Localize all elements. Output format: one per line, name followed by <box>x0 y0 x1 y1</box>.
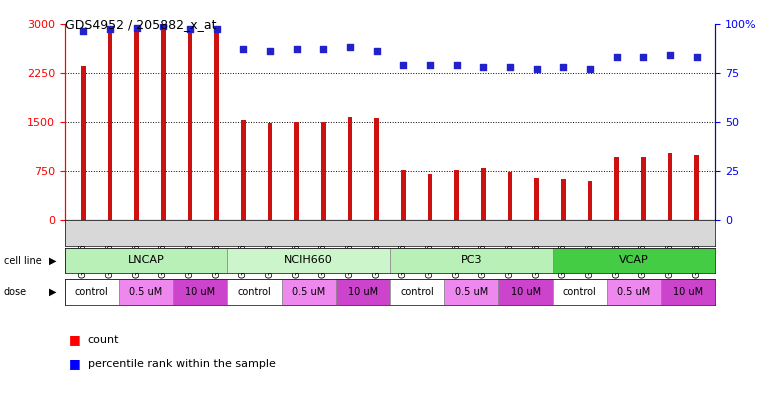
Text: 10 uM: 10 uM <box>511 287 540 297</box>
Bar <box>481 168 486 220</box>
Point <box>211 26 223 33</box>
Bar <box>552 279 607 305</box>
Text: PC3: PC3 <box>460 255 482 265</box>
Bar <box>534 178 539 220</box>
Bar <box>65 279 119 305</box>
Point <box>131 24 143 31</box>
Text: 10 uM: 10 uM <box>348 287 378 297</box>
Bar <box>188 29 193 220</box>
Text: ■: ■ <box>68 333 80 347</box>
Point <box>477 64 489 70</box>
Text: control: control <box>563 287 597 297</box>
Point <box>397 62 409 68</box>
Bar <box>607 279 661 305</box>
Bar <box>107 33 113 220</box>
Bar <box>561 180 565 220</box>
Text: control: control <box>400 287 434 297</box>
Point <box>291 46 303 52</box>
Text: ▶: ▶ <box>49 287 57 297</box>
Point <box>237 46 250 52</box>
Bar <box>228 248 390 273</box>
Bar <box>268 123 272 220</box>
Bar <box>65 248 228 273</box>
Bar <box>552 248 715 273</box>
Bar <box>444 279 498 305</box>
Point <box>104 26 116 33</box>
Bar <box>282 279 336 305</box>
Point <box>344 44 356 50</box>
Bar <box>694 155 699 220</box>
Text: 0.5 uM: 0.5 uM <box>129 287 163 297</box>
Text: 10 uM: 10 uM <box>185 287 215 297</box>
Text: VCAP: VCAP <box>619 255 649 265</box>
Text: percentile rank within the sample: percentile rank within the sample <box>88 358 275 369</box>
Bar <box>401 170 406 220</box>
Bar <box>428 174 432 220</box>
Text: LNCAP: LNCAP <box>128 255 164 265</box>
Bar <box>454 170 459 220</box>
Point <box>317 46 330 52</box>
Bar <box>241 120 246 220</box>
Text: control: control <box>237 287 272 297</box>
Text: 0.5 uM: 0.5 uM <box>455 287 488 297</box>
Text: 10 uM: 10 uM <box>673 287 703 297</box>
Bar <box>174 279 228 305</box>
Point <box>557 64 569 70</box>
Text: GDS4952 / 205882_x_at: GDS4952 / 205882_x_at <box>65 18 216 31</box>
Text: control: control <box>75 287 109 297</box>
Bar <box>161 26 166 220</box>
Bar <box>661 279 715 305</box>
Text: cell line: cell line <box>4 255 42 266</box>
Point <box>690 54 702 60</box>
Bar <box>134 29 139 220</box>
Point <box>584 66 596 72</box>
Text: count: count <box>88 335 119 345</box>
Text: NCIH660: NCIH660 <box>285 255 333 265</box>
Point <box>451 62 463 68</box>
Bar <box>321 123 326 220</box>
Bar <box>295 122 299 220</box>
Bar <box>81 66 86 220</box>
Bar <box>587 182 592 220</box>
Text: 0.5 uM: 0.5 uM <box>292 287 325 297</box>
Bar <box>336 279 390 305</box>
Bar <box>119 279 174 305</box>
Point <box>184 26 196 33</box>
Point <box>530 66 543 72</box>
Point <box>371 48 383 54</box>
Bar <box>390 279 444 305</box>
Point <box>504 64 516 70</box>
Point <box>264 48 276 54</box>
Bar <box>215 30 219 220</box>
Bar <box>498 279 552 305</box>
Bar <box>228 279 282 305</box>
Bar <box>508 172 512 220</box>
Point <box>664 52 676 58</box>
Text: 0.5 uM: 0.5 uM <box>617 287 651 297</box>
Bar <box>348 117 352 220</box>
Bar <box>641 156 646 220</box>
Point <box>424 62 436 68</box>
Point <box>610 54 622 60</box>
Text: dose: dose <box>4 287 27 297</box>
Point <box>78 28 90 35</box>
Bar <box>667 153 673 220</box>
Bar <box>614 157 619 220</box>
Bar <box>374 118 379 220</box>
Text: ■: ■ <box>68 357 80 370</box>
Point <box>637 54 649 60</box>
Text: ▶: ▶ <box>49 255 57 266</box>
Bar <box>390 248 552 273</box>
Point <box>158 22 170 29</box>
